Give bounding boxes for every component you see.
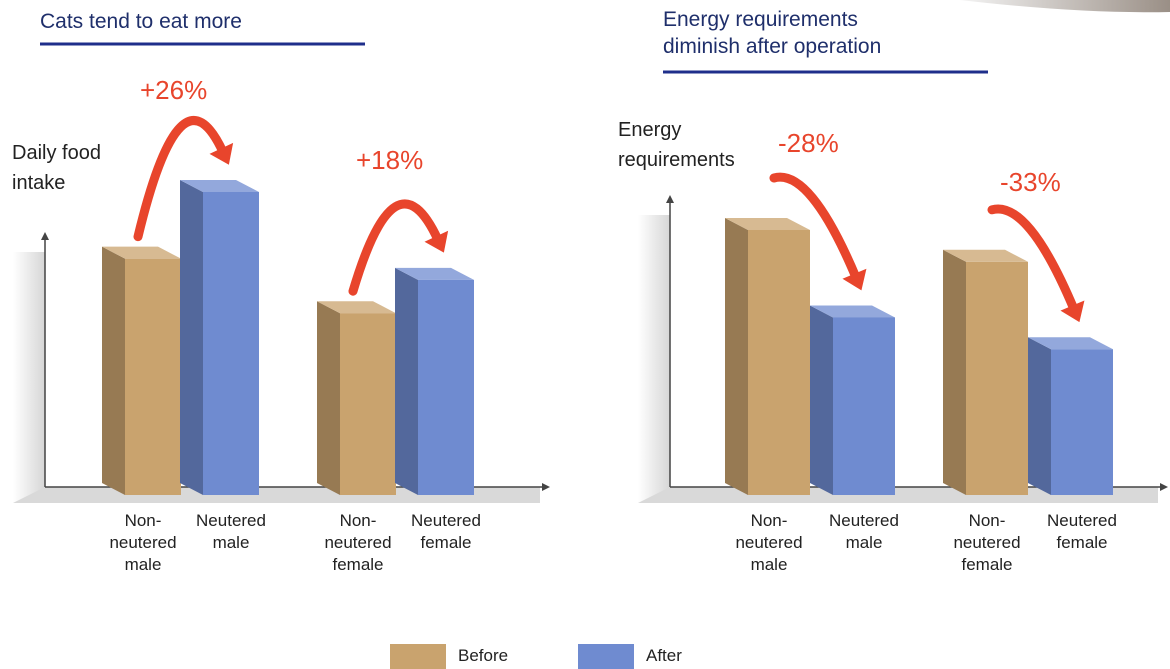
x-tick-label: Non- neutered male (109, 511, 177, 574)
bar-side (943, 249, 966, 495)
annotation: -28% (778, 128, 839, 158)
bar-top (395, 267, 474, 280)
bar-side (810, 305, 833, 495)
legend-label: After (646, 646, 682, 665)
bar-top (317, 301, 396, 314)
x-tick-label: Neutered female (1047, 511, 1117, 552)
chart-title: Cats tend to eat more (40, 10, 242, 33)
annotation-arrow (987, 204, 1079, 314)
x-tick-label: Non- neutered female (953, 511, 1021, 574)
x-tick-label: Non- neutered male (735, 511, 803, 574)
bar (1051, 349, 1113, 495)
annotation-arrow (769, 172, 861, 282)
x-tick-label: Non- neutered female (324, 511, 392, 574)
annotation: +26% (140, 75, 208, 105)
annotation: -33% (1000, 167, 1061, 197)
bar-side (725, 218, 748, 495)
axis-wall (638, 215, 670, 503)
legend-swatch (578, 644, 634, 669)
annotation-arrowhead (842, 268, 867, 291)
bar (748, 230, 810, 495)
bar (340, 313, 396, 495)
annotation-arrowhead (1060, 300, 1085, 323)
bar-side (1028, 337, 1051, 495)
x-axis-arrow (542, 483, 550, 491)
bar-side (180, 180, 203, 495)
photo-fragment (960, 0, 1170, 13)
bar-top (180, 180, 259, 192)
bar-top (102, 246, 181, 259)
annotation-arrowhead (209, 142, 234, 165)
bar-side (317, 301, 340, 495)
bar (203, 192, 259, 495)
annotation-arrow (133, 116, 228, 242)
x-tick-label: Neutered male (196, 511, 266, 552)
bar (125, 258, 181, 495)
bar-top (1028, 337, 1113, 350)
bar (418, 279, 474, 495)
annotation: +18% (356, 145, 424, 175)
x-tick-label: Neutered female (411, 511, 481, 552)
bar-top (943, 249, 1028, 262)
annotation-arrowhead (424, 230, 449, 253)
legend-label: Before (458, 646, 509, 665)
bar (966, 261, 1028, 495)
y-axis-arrow (41, 232, 49, 240)
bar-side (102, 246, 125, 495)
y-axis-label: Daily food intake (12, 142, 101, 194)
bar-side (395, 267, 418, 495)
y-axis-label: Energy requirements (618, 119, 735, 171)
bar-top (810, 305, 895, 318)
annotation-arrow (348, 199, 443, 296)
x-tick-label: Neutered male (829, 511, 899, 552)
y-axis-arrow (666, 195, 674, 203)
chart-title: Energy requirements diminish after opera… (663, 8, 882, 58)
legend-swatch (390, 644, 446, 669)
bar (833, 317, 895, 495)
axis-wall (13, 252, 45, 503)
x-axis-arrow (1160, 483, 1168, 491)
bar-top (725, 218, 810, 230)
